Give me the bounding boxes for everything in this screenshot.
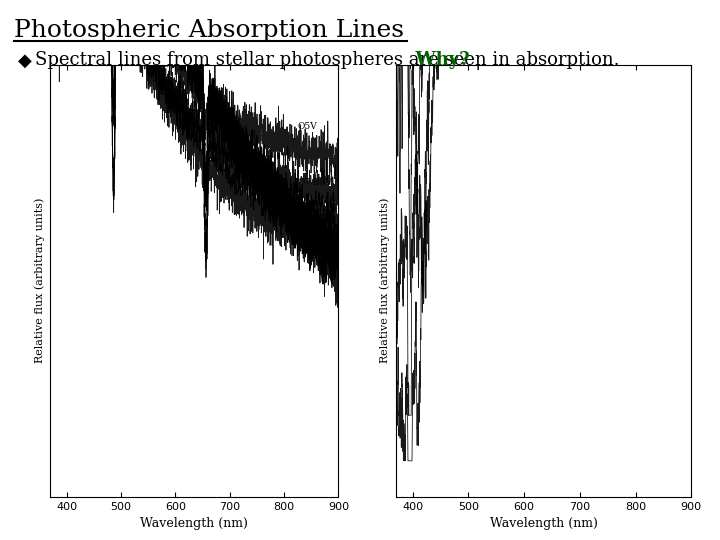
X-axis label: Wavelength (nm): Wavelength (nm) — [490, 517, 598, 530]
Text: A1-A3V: A1-A3V — [297, 214, 331, 223]
Text: A8V: A8V — [297, 226, 316, 234]
Text: O7-B0V: O7-B0V — [297, 178, 333, 187]
Text: O5V: O5V — [297, 122, 318, 131]
Text: A5-A7V: A5-A7V — [297, 208, 332, 218]
Text: Photospheric Absorption Lines: Photospheric Absorption Lines — [14, 19, 405, 42]
Text: B3-B4V: B3-B4V — [297, 200, 332, 210]
Text: B5V: B5V — [297, 244, 317, 253]
X-axis label: Wavelength (nm): Wavelength (nm) — [140, 517, 248, 530]
Text: A9-F0V: A9-F0V — [297, 232, 331, 241]
Text: ◆: ◆ — [18, 51, 32, 69]
Y-axis label: Relative flux (arbitrary units): Relative flux (arbitrary units) — [35, 198, 45, 363]
Text: Why?: Why? — [403, 51, 470, 69]
Text: Spectral lines from stellar photospheres are seen in absorption.: Spectral lines from stellar photospheres… — [35, 51, 619, 69]
Y-axis label: Relative flux (arbitrary units): Relative flux (arbitrary units) — [380, 198, 390, 363]
